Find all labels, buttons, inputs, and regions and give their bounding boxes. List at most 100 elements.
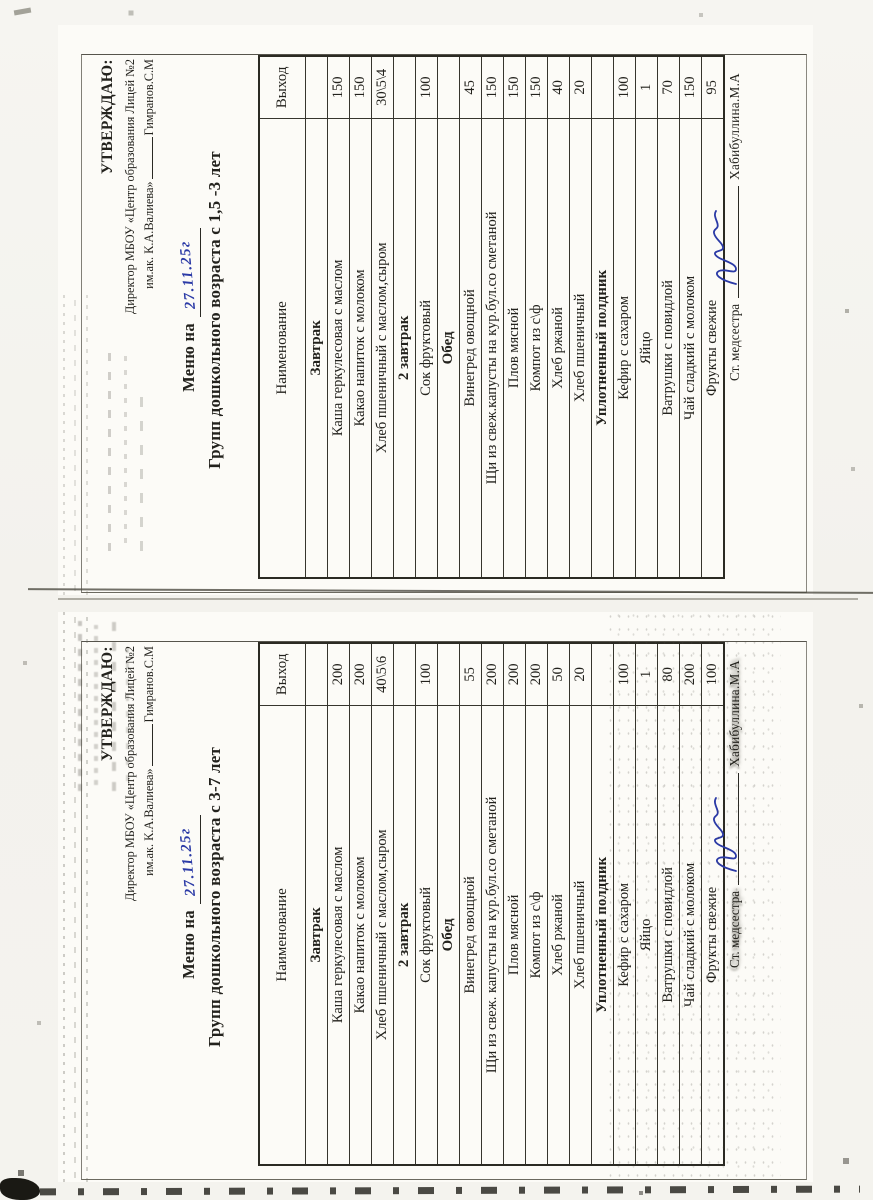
dish-name: Щи из свеж.капусты на кур.бул.со сметано…: [481, 118, 504, 578]
menu-table: Наименование Выход Завтрак Каша геркулесо…: [258, 55, 725, 579]
output-value: 200: [525, 643, 548, 706]
dish-row: Хлеб пшеничный с маслом,сыром 30\5\4: [371, 56, 394, 578]
section-name: Завтрак: [305, 705, 328, 1165]
approval-line-2: им.ак. К.А.Валиева» Гимранов.С.М: [140, 59, 160, 449]
nurse-name: Хабибуллина.М.А: [727, 73, 742, 180]
dish-row: Хлеб ржаной 50: [547, 643, 570, 1165]
nurse-signature-line: [713, 185, 739, 298]
output-value: [437, 56, 460, 119]
output-value: 150: [679, 56, 702, 119]
section-row: Уплотненный полдник: [591, 643, 614, 1165]
dish-name: Плов мясной: [503, 705, 526, 1165]
menu-prefix: Меню на: [179, 910, 198, 979]
approval-org-name: им.ак. К.А.Валиева»: [142, 181, 157, 289]
dish-name: Винегред овощной: [459, 705, 482, 1165]
section-row: 2 завтрак: [393, 56, 416, 578]
dish-row: Фрукты свежие 95: [701, 56, 724, 578]
dish-name: Сок фруктовый: [415, 118, 438, 578]
dish-name: Хлеб пшеничный с маслом,сыром: [371, 705, 394, 1165]
output-value: 1: [635, 643, 658, 706]
dish-row: Сок фруктовый 100: [415, 643, 438, 1165]
output-value: 200: [481, 643, 504, 706]
dish-name: Хлеб пшеничный: [569, 705, 592, 1165]
approval-block: УТВЕРЖДАЮ: Директор МБОУ «Центр образова…: [96, 646, 160, 1036]
dish-row: Щи из свеж. капусты на кур.бул.со сметан…: [481, 643, 504, 1165]
output-value: 45: [459, 56, 482, 119]
dish-name: Каша геркулесовая с маслом: [327, 705, 350, 1165]
date-underline: 27.11.25г: [177, 228, 201, 318]
dish-name: Кефир с сахаром: [613, 118, 636, 578]
approval-line-1: Директор МБОУ «Центр образования Лицей №…: [122, 59, 137, 315]
section-row: 2 завтрак: [393, 643, 416, 1165]
dish-name: Фрукты свежие: [701, 118, 724, 578]
section-name: Завтрак: [305, 118, 328, 578]
output-value: 100: [415, 643, 438, 706]
menu-table: Наименование Выход Завтрак Каша геркулесо…: [258, 642, 725, 1166]
dish-name: Хлеб пшеничный: [569, 118, 592, 578]
nurse-signature-line: [713, 772, 739, 885]
menu-table-body: Завтрак Каша геркулесовая с маслом 200 Кака…: [305, 643, 724, 1165]
output-value: 200: [503, 643, 526, 706]
director-name: Гимранов.С.М: [142, 646, 157, 723]
output-value: 55: [459, 643, 482, 706]
section-name: Уплотненный полдник: [591, 705, 614, 1165]
sheet-junction-line-2: [58, 598, 858, 600]
dish-name: Фрукты свежие: [701, 705, 724, 1165]
signature-scribble-icon: [713, 209, 737, 285]
dish-row: Фрукты свежие 100: [701, 643, 724, 1165]
dish-row: Винегред овощной 55: [459, 643, 482, 1165]
output-value: 150: [327, 56, 350, 119]
scanner-top-mark: [13, 7, 32, 16]
menu-page-1-5-3: УТВЕРЖДАЮ: Директор МБОУ «Центр образова…: [58, 25, 813, 595]
section-name: Обед: [437, 118, 460, 578]
dish-row: Яйцо 1: [635, 56, 658, 578]
section-name: 2 завтрак: [393, 118, 416, 578]
output-value: [393, 643, 416, 706]
menu-page-3-7: УТВЕРЖДАЮ: Директор МБОУ «Центр образова…: [58, 612, 813, 1182]
output-value: 70: [657, 56, 680, 119]
dish-row: Чай сладкий с молоком 150: [679, 56, 702, 578]
dish-row: Ватрушки с повидлой 70: [657, 56, 680, 578]
dish-name: Какао напиток с молоком: [349, 705, 372, 1165]
output-value: 100: [701, 643, 724, 706]
approval-org-name: им.ак. К.А.Валиева»: [142, 768, 157, 876]
output-value: 150: [525, 56, 548, 119]
dish-row: Винегред овощной 45: [459, 56, 482, 578]
output-value: 100: [613, 643, 636, 706]
section-name: Уплотненный полдник: [591, 118, 614, 578]
output-value: [305, 56, 328, 119]
table-header-row: Наименование Выход: [259, 56, 306, 578]
dish-name: Ватрушки с повидлой: [657, 705, 680, 1165]
scan-edge-noise: [61, 295, 91, 595]
dish-row: Сок фруктовый 100: [415, 56, 438, 578]
section-name: 2 завтрак: [393, 705, 416, 1165]
output-value: [393, 56, 416, 119]
date-underline: 27.11.25г: [177, 815, 201, 905]
dish-name: Компот из с\ф: [525, 118, 548, 578]
menu-prefix: Меню на: [179, 323, 198, 392]
output-value: 150: [503, 56, 526, 119]
table-header-row: Наименование Выход: [259, 643, 306, 1165]
dish-name: Компот из с\ф: [525, 705, 548, 1165]
approval-line-2: им.ак. К.А.Валиева» Гимранов.С.М: [140, 646, 160, 1036]
section-row: Завтрак: [305, 643, 328, 1165]
output-value: [437, 643, 460, 706]
dish-row: Щи из свеж.капусты на кур.бул.со сметано…: [481, 56, 504, 578]
output-value: 200: [349, 643, 372, 706]
output-value: 100: [613, 56, 636, 119]
output-value: 200: [327, 643, 350, 706]
dish-row: Какао напиток с молоком 200: [349, 643, 372, 1165]
dish-row: Хлеб пшеничный 20: [569, 56, 592, 578]
approval-line-1: Директор МБОУ «Центр образования Лицей №…: [122, 646, 137, 902]
dish-row: Кефир с сахаром 100: [613, 643, 636, 1165]
approval-title: УТВЕРЖДАЮ:: [99, 646, 116, 762]
column-header-output: Выход: [259, 56, 306, 119]
output-value: 20: [569, 643, 592, 706]
dish-row: Какао напиток с молоком 150: [349, 56, 372, 578]
approval-block: УТВЕРЖДАЮ: Директор МБОУ «Центр образова…: [96, 59, 160, 449]
column-header-name: Наименование: [259, 118, 306, 578]
output-value: 40: [547, 56, 570, 119]
output-value: 80: [657, 643, 680, 706]
column-header-output: Выход: [259, 643, 306, 706]
